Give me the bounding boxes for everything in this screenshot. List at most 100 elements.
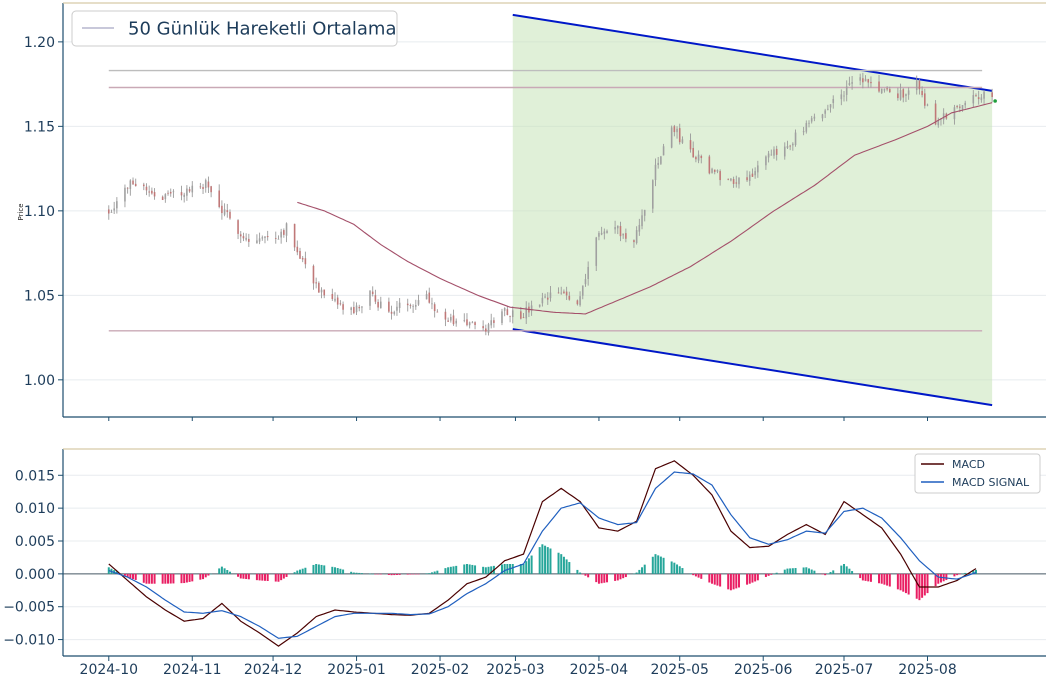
macd-signal-line (108, 471, 977, 639)
candle-body (226, 210, 229, 213)
candle-body (964, 102, 967, 106)
macd-histogram-bar (129, 573, 132, 579)
macd-histogram-bar (123, 573, 126, 576)
macd-histogram-bar (568, 562, 571, 574)
candle-body (280, 231, 282, 238)
macd-histogram-bar (538, 547, 541, 574)
candle-body (600, 232, 603, 235)
macd-histogram-bar (579, 572, 582, 574)
candle-body (490, 320, 493, 326)
candle-body (148, 191, 150, 193)
price-candle (409, 303, 412, 309)
candle-body (711, 168, 713, 173)
candle-body (754, 171, 756, 176)
price-candle (299, 247, 301, 259)
candle-body (708, 156, 711, 174)
macd-histogram-bar (274, 573, 277, 582)
macd-histogram-bar (285, 573, 288, 577)
price-candle (544, 293, 546, 299)
macd-histogram-bar (482, 566, 485, 574)
macd-panel: −0.010 −0.005 0.000 0.005 0.010 0.015 2024-10… (3, 448, 1046, 678)
price-candle (730, 177, 732, 182)
price-candle (452, 309, 455, 326)
macd-line (108, 460, 977, 647)
price-candle (576, 299, 579, 306)
price-candle (719, 169, 721, 186)
macd-histogram-bar (958, 573, 961, 575)
macd-ytick-label: 0.000 (15, 567, 55, 583)
candle-body (789, 145, 791, 147)
macd-histogram-bar (474, 565, 477, 574)
candle-body (256, 240, 258, 244)
price-candle (862, 72, 864, 89)
macd-histogram-bar (280, 573, 283, 581)
macd-histogram-bar (775, 572, 778, 574)
price-candle (625, 228, 627, 243)
macd-histogram-bar (670, 561, 673, 574)
candle-body (425, 294, 428, 300)
candle-body (738, 177, 740, 185)
price-candle (859, 73, 861, 86)
macd-histogram-bar (708, 573, 711, 583)
candle-body (538, 304, 541, 307)
candle-body (757, 165, 759, 173)
price-candle (773, 146, 775, 159)
macd-histogram-bar (562, 556, 565, 574)
horizontal-levels (108, 69, 983, 332)
candle-body (560, 292, 563, 294)
price-candle (334, 292, 336, 303)
macd-histogram-bar (202, 573, 205, 580)
price-candle (638, 218, 641, 236)
price-candle (676, 126, 678, 139)
price-candle (301, 255, 304, 263)
macd-histogram-bar (697, 573, 700, 578)
price-candle (107, 205, 110, 220)
macd-axes-frame (62, 448, 1046, 657)
candle-body (770, 154, 773, 156)
price-candle (304, 251, 307, 269)
candle-body (374, 295, 377, 302)
price-candle (417, 294, 420, 306)
macd-histogram-bar (455, 565, 458, 574)
macd-histogram-bar (180, 573, 183, 584)
price-candle (525, 301, 528, 324)
macd-histogram-bar (258, 573, 261, 581)
price-candle (358, 304, 361, 312)
candle-body (660, 156, 662, 164)
price-candle (983, 90, 985, 104)
candle-body (239, 234, 242, 237)
candle-body (245, 237, 247, 240)
price-candle (711, 167, 713, 174)
macd-histogram-bar (641, 567, 644, 574)
candle-body (832, 98, 835, 103)
price-candle (447, 317, 449, 322)
price-candle (603, 228, 606, 240)
price-candle (851, 75, 853, 90)
candle-body (959, 106, 961, 108)
price-candle (732, 176, 735, 188)
price-candle (584, 273, 587, 287)
price-candle (412, 304, 414, 313)
price-candle (899, 83, 902, 101)
price-candle (563, 289, 565, 294)
price-candle (474, 321, 476, 330)
macd-histogram-bar (237, 573, 240, 577)
candle-body (452, 315, 455, 325)
candle-body (899, 90, 902, 100)
candle-body (676, 128, 678, 133)
price-candle (204, 178, 207, 193)
price-candle (353, 301, 355, 315)
price-x-ticks (108, 417, 929, 421)
macd-x-ticks: 2024-10 2024-11 2024-12 2025-01 2025-02 2025-… (80, 656, 957, 678)
candle-body (318, 282, 320, 293)
macd-histogram-bar (522, 564, 525, 574)
macd-histogram-bar (148, 573, 151, 584)
macd-histogram-bar (228, 571, 231, 574)
price-candle (864, 75, 867, 82)
price-ytick-label: 1.00 (24, 373, 55, 389)
macd-histogram-bar (770, 573, 773, 575)
price-candle (926, 103, 929, 107)
macd-xtick-label: 2025-05 (650, 662, 709, 678)
candle-body (824, 110, 826, 114)
candle-body (689, 140, 692, 150)
